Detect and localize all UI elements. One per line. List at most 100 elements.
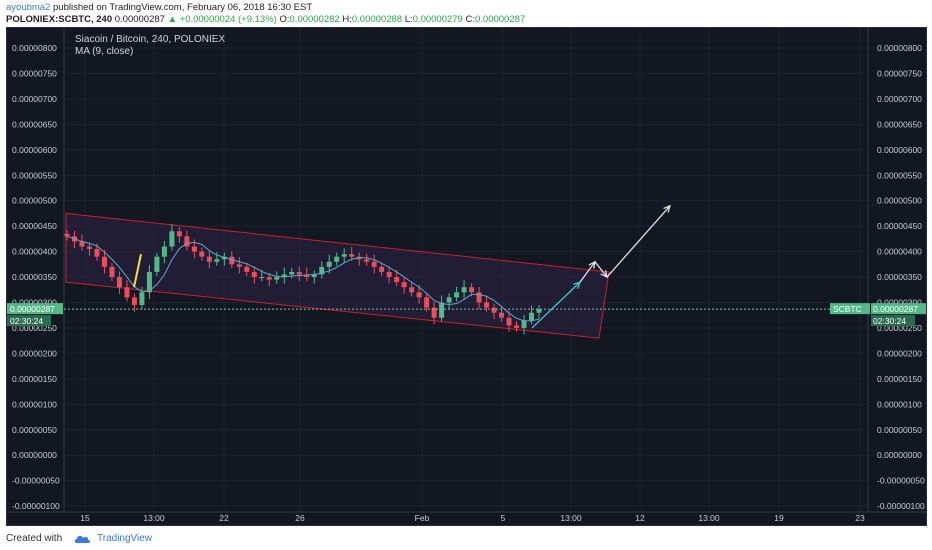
change-arrow-icon: ▲ (167, 14, 177, 25)
white-arrow-3-head (663, 204, 671, 213)
y-tick-label-left: 0.00000600 (12, 145, 57, 155)
y-tick-label-left: 0.00000050 (12, 425, 57, 435)
candle-body (469, 287, 475, 293)
candle-body (364, 259, 370, 262)
candle-body (289, 271, 295, 275)
right-price-tag (871, 303, 926, 315)
candle-body (199, 251, 205, 257)
right-price-axis[interactable]: 0.00000800 0.00000750 0.00000700 0.00000650… (877, 43, 925, 511)
candle-body (221, 256, 227, 260)
candle-body (176, 231, 182, 237)
y-tick-label-right: 0.00000200 (877, 348, 922, 358)
candle-body (424, 297, 430, 308)
open-value: 0.00000282 (289, 14, 340, 25)
candle-body (529, 312, 535, 321)
y-tick-label-right: 0.00000500 (877, 196, 922, 206)
last-price: 0.00000287 (114, 14, 165, 25)
x-tick-label: 13:00 (698, 513, 720, 523)
y-tick-label-right: 0.00000650 (877, 119, 922, 129)
y-tick-label-right: -0.00000050 (877, 476, 925, 486)
y-tick-label-right: 0.00000250 (877, 323, 922, 333)
y-tick-label-left: 0.00000750 (12, 68, 57, 78)
candle-body (214, 259, 220, 262)
candle-body (94, 249, 100, 257)
y-tick-label-right: 0.00000150 (877, 374, 922, 384)
candle-body (184, 236, 190, 247)
white-arrow-3[interactable] (606, 205, 671, 278)
candle-body (491, 307, 497, 313)
candle-body (86, 246, 92, 250)
tradingview-link[interactable]: TradingView (97, 533, 153, 544)
chart-panel[interactable]: 0.00000800 0.00000750 0.00000700 0.00000650… (6, 27, 927, 526)
y-tick-label-left: 0.00000800 (12, 43, 57, 53)
candle-body (326, 261, 332, 267)
y-tick-label-right: 0.00000700 (877, 94, 922, 104)
symbol-label: POLONIEX:SCBTC, 240 (6, 14, 113, 25)
close-value: 0.00000287 (474, 14, 526, 25)
candle-body (236, 264, 242, 267)
white-arrow-2[interactable] (594, 261, 608, 278)
right-price-tag-value: 0.00000287 (873, 304, 918, 314)
cyan-arrow-head (573, 281, 582, 289)
cyan-arrow[interactable] (531, 281, 581, 329)
candle-body (109, 266, 115, 278)
candle-body (304, 274, 310, 278)
x-tick-label: 22 (219, 513, 229, 523)
candle-body (484, 302, 490, 308)
candle-body (409, 287, 415, 293)
projection-arrows[interactable] (531, 204, 671, 329)
candle-body (296, 271, 302, 275)
candle-body (476, 292, 482, 303)
ma-line (66, 235, 540, 322)
y-tick-label-left: 0.00000350 (12, 272, 57, 282)
price-tags: 0.00000287 02:30:24 SCBTC 0.00000287 02:… (7, 303, 926, 327)
y-tick-label-left: 0.00000150 (12, 374, 57, 384)
y-tick-label-left: -0.00000100 (12, 501, 60, 511)
y-tick-label-left: 0.00000450 (12, 221, 57, 231)
candle-body (514, 325, 520, 328)
candle-body (536, 309, 542, 313)
y-tick-label-left: 0.00000400 (12, 247, 57, 257)
left-price-tag-value: 0.00000287 (10, 304, 55, 314)
y-tick-label-right: 0.00000350 (877, 272, 922, 282)
candle-body (281, 274, 287, 278)
author-link[interactable]: ayoubma2 (6, 2, 51, 13)
left-countdown-tag (7, 315, 51, 327)
candle-body (371, 261, 377, 267)
candle-body (146, 271, 152, 293)
chart-header: ayoubma2 published on TradingView.com, F… (0, 0, 932, 27)
candle-body (394, 277, 400, 283)
candle-body (101, 256, 107, 267)
candle-body (341, 254, 347, 257)
x-tick-label: 19 (774, 513, 784, 523)
open-label: O: (279, 14, 290, 25)
candle-body (334, 256, 340, 262)
candle-body (79, 241, 85, 247)
candle-body (244, 266, 250, 272)
y-tick-label-left: 0.00000300 (12, 298, 57, 308)
candle-body (191, 246, 197, 252)
high-value: 0.00000288 (351, 14, 403, 25)
candle-body (416, 292, 422, 298)
y-tick-label-left: 0.00000700 (12, 94, 57, 104)
candle-body (64, 233, 70, 237)
y-tick-label-left: -0.00000050 (12, 476, 60, 486)
candle-body (161, 246, 167, 257)
y-tick-label-left: 0.00000650 (12, 119, 57, 129)
price-chart[interactable]: 0.00000800 0.00000750 0.00000700 0.00000650… (7, 28, 926, 525)
created-with-label: Created with (6, 533, 63, 544)
time-axis[interactable]: 15 13:00 22 26 Feb 5 13:00 12 13:00 19 23 (80, 513, 865, 523)
candle-body (229, 256, 235, 265)
y-tick-label-right: 0.00000600 (877, 145, 922, 155)
y-tick-label-right: 0.00000050 (877, 425, 922, 435)
close-label: C: (465, 14, 475, 25)
candle-body (506, 317, 512, 326)
white-arrow-1[interactable] (579, 261, 596, 283)
price-change: +0.00000024 (+9.13%) (179, 14, 277, 25)
low-label: L: (404, 14, 413, 25)
candle-body (349, 254, 355, 257)
y-tick-label-right: 0.00000000 (877, 450, 922, 460)
candle-body (206, 256, 212, 262)
y-tick-label-left: 0.00000550 (12, 170, 57, 180)
y-tick-label-right: 0.00000550 (877, 170, 922, 180)
